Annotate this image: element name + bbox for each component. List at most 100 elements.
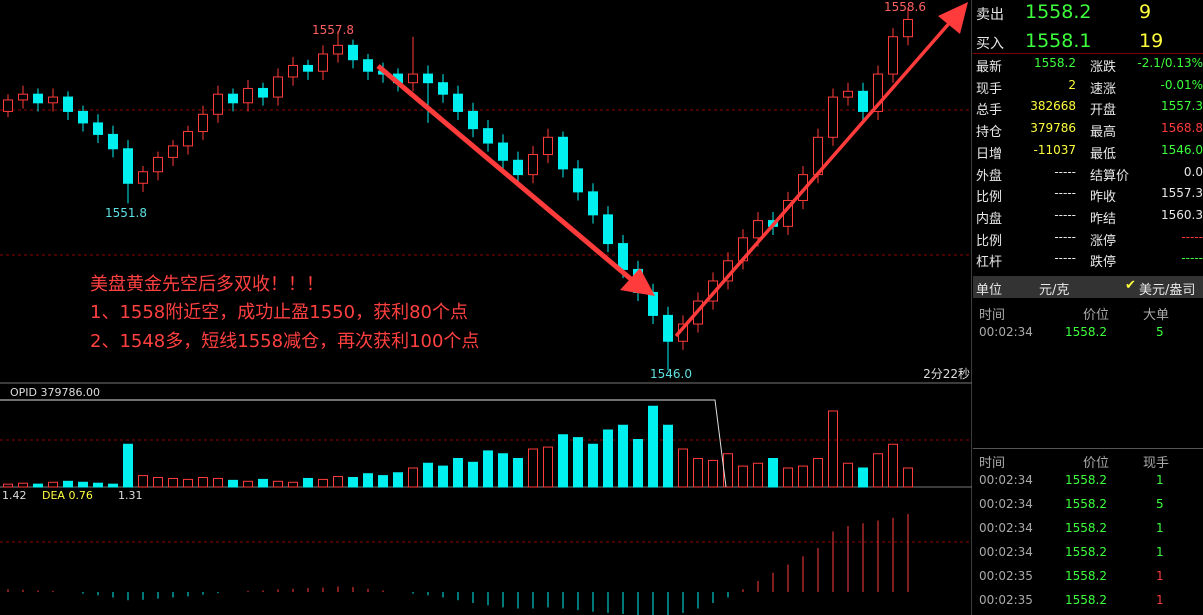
trade-price: 1558.2 xyxy=(1065,545,1107,559)
candle-body xyxy=(3,99,13,112)
volume-bar xyxy=(723,453,733,488)
field-value: 1560.3 xyxy=(1161,207,1203,222)
candle-body xyxy=(453,93,463,112)
volume-bar xyxy=(183,478,193,488)
candle-body xyxy=(828,96,838,138)
volume-bar xyxy=(78,481,88,488)
candle-body xyxy=(363,59,373,72)
candle-body xyxy=(303,64,313,72)
field-label: 最新 xyxy=(976,60,1003,75)
trade-price: 1558.2 xyxy=(1065,521,1107,535)
buy-label: 买入 xyxy=(976,36,1004,52)
candle-body xyxy=(348,44,358,61)
trade-qty: 1 xyxy=(1156,569,1164,583)
field-label: 杠杆 xyxy=(976,255,1003,271)
volume-bar xyxy=(753,462,763,488)
field-label: 最低 xyxy=(1090,146,1117,162)
volume-bar xyxy=(663,424,673,488)
unit-value[interactable]: 元/克 xyxy=(1039,283,1070,298)
trade-price: 1558.2 xyxy=(1065,325,1107,339)
volume-bar xyxy=(288,481,298,488)
candle-body xyxy=(903,18,913,38)
volume-bar xyxy=(828,410,838,488)
volume-bar xyxy=(648,405,658,488)
column-header: 时间 xyxy=(979,456,1006,471)
unit-bar xyxy=(973,276,1203,298)
trade-time: 00:02:34 xyxy=(979,325,1033,339)
volume-bar xyxy=(123,443,133,488)
candle-body xyxy=(198,113,208,133)
volume-bar xyxy=(3,483,13,488)
volume-bar xyxy=(393,472,403,488)
volume-bar xyxy=(528,448,538,488)
field-label: 昨结 xyxy=(1090,211,1117,227)
field-label: 比例 xyxy=(976,190,1003,206)
volume-bar xyxy=(783,467,793,488)
field-value: -11037 xyxy=(1033,142,1076,157)
volume-bar xyxy=(198,477,208,488)
annotation: 2、1548多，短线1558减仓，再次获利100个点 xyxy=(90,331,479,352)
candle-body xyxy=(498,142,508,161)
volume-bar xyxy=(438,465,448,488)
field-label: 昨收 xyxy=(1090,190,1117,206)
volume-bar xyxy=(408,467,418,488)
volume-bar xyxy=(903,467,913,488)
price-label: 1551.8 xyxy=(105,206,147,220)
volume-bar xyxy=(633,439,643,488)
volume-bar xyxy=(573,437,583,488)
volume-bar xyxy=(138,475,148,488)
candle-body xyxy=(648,291,658,316)
volume-bar xyxy=(498,453,508,488)
candle-body xyxy=(513,159,523,176)
candle-body xyxy=(558,136,568,170)
unit-option[interactable]: 美元/盎司 xyxy=(1139,283,1196,298)
volume-bar xyxy=(843,462,853,488)
candle-body xyxy=(153,156,163,173)
buy-price: 1558.1 xyxy=(1025,30,1092,52)
volume-bar xyxy=(303,477,313,488)
volume-bar xyxy=(483,450,493,488)
volume-bar xyxy=(333,476,343,488)
field-label: 开盘 xyxy=(1090,103,1117,119)
field-label: 涨跌 xyxy=(1090,60,1117,75)
indicator-label: 1.42 xyxy=(2,489,27,502)
candle-body xyxy=(888,36,898,75)
volume-bar xyxy=(18,482,28,488)
candle-body xyxy=(873,73,883,112)
volume-bar xyxy=(813,458,823,488)
field-label: 总手 xyxy=(976,103,1003,119)
candle-body xyxy=(618,243,628,270)
grid xyxy=(0,109,972,543)
timer: 2分22秒 xyxy=(923,367,970,381)
volume-bar xyxy=(888,443,898,488)
chart-area: 1557.8 1551.8 1546.0 1558.6 2分22秒 美盘黄金先空… xyxy=(0,0,972,615)
field-value: -2.1/0.13% xyxy=(1137,56,1203,70)
field-label: 比例 xyxy=(976,233,1003,249)
trade-time: 00:02:34 xyxy=(979,497,1033,511)
field-value: 0.0 xyxy=(1183,164,1203,179)
field-value: ----- xyxy=(1054,251,1076,266)
trade-price: 1558.2 xyxy=(1065,497,1107,511)
candle-body xyxy=(408,73,418,84)
trade-qty: 1 xyxy=(1156,545,1164,559)
quote-panel: 卖出 1558.2 9 买入 1558.1 19 最新 1558.2 涨跌 -2.1/… xyxy=(973,0,1203,615)
field-label: 涨停 xyxy=(1090,233,1117,249)
arrows xyxy=(376,2,968,338)
candle-body xyxy=(423,73,433,84)
candle-body xyxy=(213,93,223,115)
field-value: ----- xyxy=(1181,251,1203,266)
volume-bar xyxy=(588,443,598,488)
trade-time: 00:02:35 xyxy=(979,593,1033,607)
indicator-label: OPID 379786.00 xyxy=(10,386,100,399)
candle-body xyxy=(483,128,493,144)
volume-bar xyxy=(423,462,433,488)
field-value: 1568.8 xyxy=(1161,121,1203,136)
volume-bar xyxy=(768,458,778,488)
volume-bar xyxy=(348,477,358,488)
volume-bar xyxy=(693,458,703,488)
trade-time: 00:02:34 xyxy=(979,545,1033,559)
volume-bar xyxy=(318,478,328,488)
candle-body xyxy=(333,44,343,55)
field-value: ----- xyxy=(1181,229,1203,244)
